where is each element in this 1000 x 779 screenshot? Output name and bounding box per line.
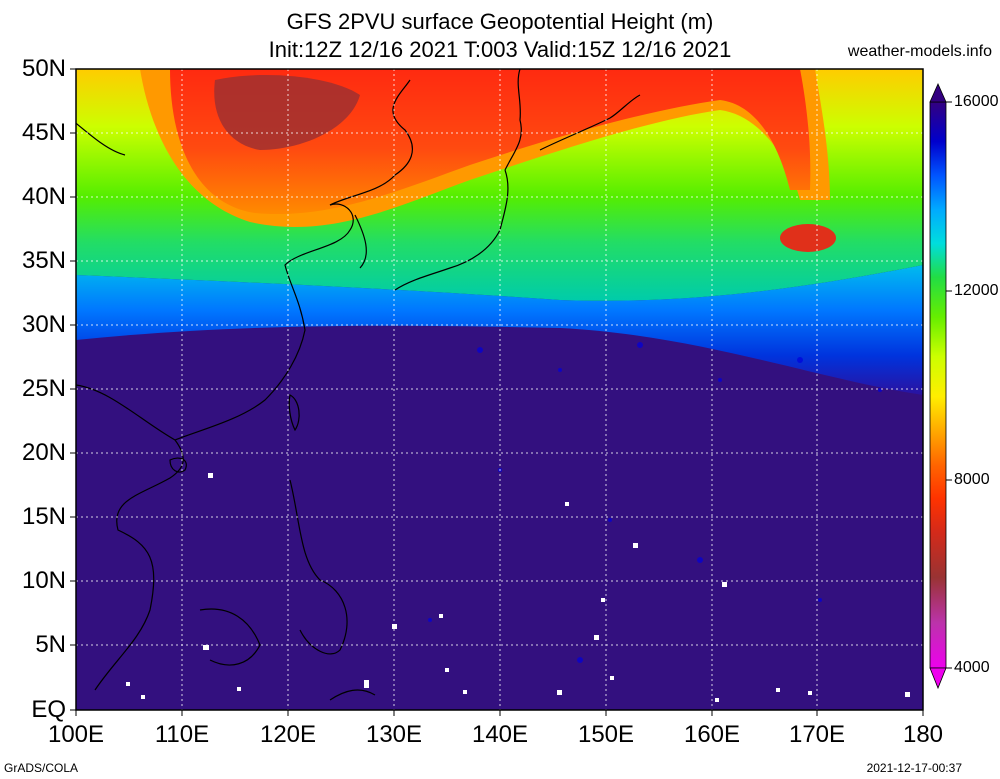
colorbar-top-arrow xyxy=(929,83,947,103)
lon-label-120e: 120E xyxy=(259,721,317,748)
lat-label-40n: 40N xyxy=(21,183,66,210)
lon-label-160e: 160E xyxy=(683,721,741,748)
red-blob-east xyxy=(780,224,836,252)
map-title: GFS 2PVU surface Geopotential Height (m) xyxy=(286,9,714,34)
lat-label-50n: 50N xyxy=(21,55,66,82)
lat-label-35n: 35N xyxy=(21,247,66,274)
island-markers xyxy=(126,473,910,702)
lat-label-45n: 45N xyxy=(21,119,66,146)
lat-label-25n: 25N xyxy=(21,375,66,402)
blue-transition-band xyxy=(76,265,923,395)
lat-label-eq: EQ xyxy=(31,696,66,723)
lat-label-20n: 20N xyxy=(21,439,66,466)
coastlines xyxy=(76,69,641,701)
site-label[interactable]: weather-models.info xyxy=(847,43,992,60)
lon-label-100e: 100E xyxy=(47,721,105,748)
axis-ticks xyxy=(70,68,924,716)
lon-label-140e: 140E xyxy=(471,721,529,748)
colorbar-label-4000: 4000 xyxy=(954,659,990,676)
footer-timestamp: 2021-12-17-00:37 xyxy=(866,761,962,775)
footer-credit: GrADS/COLA xyxy=(4,761,79,775)
lat-label-10n: 10N xyxy=(21,567,66,594)
lon-label-150e: 150E xyxy=(577,721,635,748)
map-subtitle: Init:12Z 12/16 2021 T:003 Valid:15Z 12/1… xyxy=(268,37,732,62)
lon-label-130e: 130E xyxy=(365,721,423,748)
colorbar-label-8000: 8000 xyxy=(954,471,990,488)
lat-label-30n: 30N xyxy=(21,311,66,338)
height-minimum xyxy=(214,75,360,150)
lat-label-5n: 5N xyxy=(35,631,66,658)
colorbar-bottom-arrow xyxy=(929,667,947,690)
speckle-layer xyxy=(428,342,882,663)
colorbar-label-16000: 16000 xyxy=(954,93,999,110)
colorbar-label-12000: 12000 xyxy=(954,282,999,299)
lon-label-180: 180 xyxy=(902,721,944,748)
colorbar-scale xyxy=(929,101,947,669)
lon-label-110e: 110E xyxy=(154,721,210,748)
height-field xyxy=(76,69,923,710)
lon-label-170e: 170E xyxy=(788,721,846,748)
lat-label-15n: 15N xyxy=(21,503,66,530)
colorbar xyxy=(929,83,952,690)
graticule xyxy=(76,69,923,710)
